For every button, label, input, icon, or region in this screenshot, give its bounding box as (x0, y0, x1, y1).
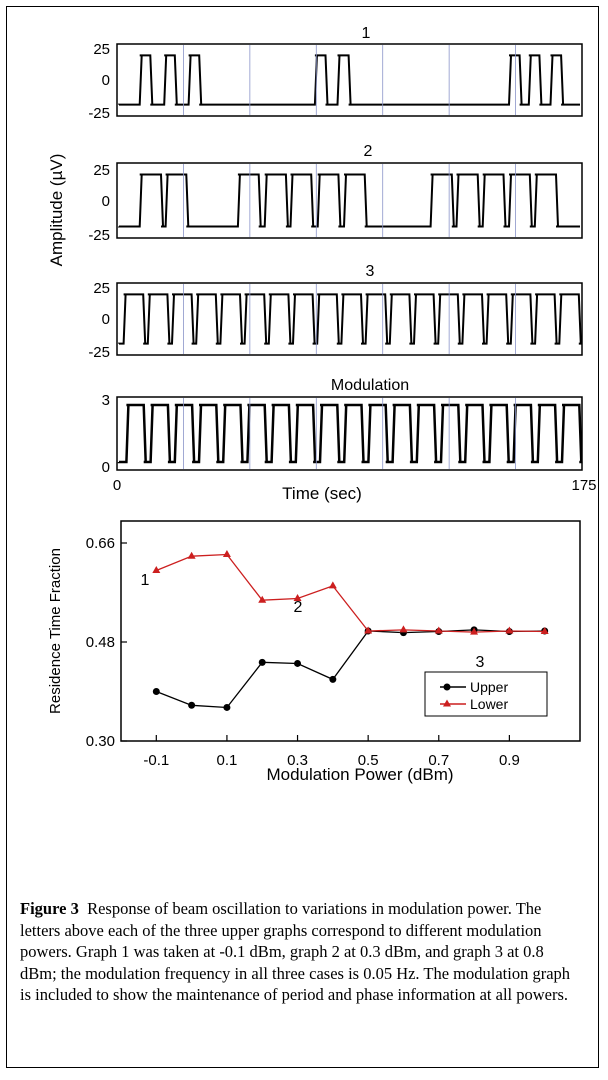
panel-3-ytick-mid: 0 (102, 311, 110, 328)
residence-xtick-label: 0.3 (287, 752, 308, 769)
panel-3: 3 25 0 -25 (88, 263, 583, 361)
series-lower-point (399, 625, 408, 633)
series-lower-point (364, 626, 373, 634)
panel-1-ytick-bottom: -25 (88, 105, 110, 122)
panel-1-frame (116, 43, 583, 117)
residence-ytick-label: 0.66 (86, 535, 115, 552)
residence-xtick-label: 0.9 (499, 752, 520, 769)
legend-box (424, 671, 548, 717)
panel-modulation-trace (117, 403, 583, 464)
panel-modulation-xtick-end: 175 (571, 477, 596, 494)
panel-modulation: Modulation 3 0 0 175 (102, 377, 597, 494)
residence-legend: Upper Lower (424, 671, 548, 717)
series-lower-point (293, 594, 302, 602)
panel-modulation-ytick-top: 3 (102, 392, 110, 409)
panel-1-ytick-mid: 0 (102, 72, 110, 89)
residence-xtick-label: -0.1 (143, 752, 169, 769)
series-upper-point (152, 688, 160, 695)
series-lower-point (434, 626, 443, 634)
series-lower-point (328, 581, 337, 589)
panel-3-ytick-top: 25 (93, 280, 110, 297)
residence-ytick-label: 0.30 (86, 733, 115, 750)
panel-2-frame (116, 162, 583, 239)
series-upper-line (156, 629, 545, 709)
legend-upper-marker (443, 683, 451, 691)
panel-1: 1 25 0 -25 (88, 25, 583, 122)
panel-modulation-frame (116, 396, 583, 471)
residence-annotation-3: 3 (476, 654, 485, 671)
panel-2-ytick-top: 25 (93, 162, 110, 179)
panel-2-trace (118, 173, 580, 228)
shared-xlabel: Time (sec) (282, 484, 362, 503)
residence-axes: -0.1 0.1 0.3 0.5 0.7 0.9 0.30 0.48 0.66 (86, 535, 520, 769)
panel-modulation-ytick-bottom: 0 (102, 459, 110, 476)
residence-annotation-2: 2 (294, 599, 303, 616)
panel-2-title: 2 (364, 143, 373, 160)
residence-xtick-label: 0.1 (216, 752, 237, 769)
panel-2: 2 25 0 -25 (88, 143, 583, 244)
series-upper-point (188, 701, 196, 709)
series-lower-point (540, 627, 549, 635)
caption-label: Figure 3 (20, 899, 79, 918)
panel-1-ytick-top: 25 (93, 41, 110, 58)
panel-3-ytick-bottom: -25 (88, 344, 110, 361)
figure-caption: Figure 3 Response of beam oscillation to… (20, 898, 580, 1006)
residence-chart: Residence Time Fraction Modulation Power… (47, 520, 581, 784)
series-lower-point (258, 595, 267, 603)
panel-2-ytick-mid: 0 (102, 193, 110, 210)
series-upper-point (329, 675, 337, 683)
series-lower-point (470, 627, 479, 635)
residence-ylabel: Residence Time Fraction (47, 548, 64, 714)
residence-chart-frame (120, 520, 581, 742)
legend-lower-label: Lower (470, 696, 508, 712)
series-upper-point (223, 703, 231, 711)
series-lower-point (505, 626, 514, 634)
series-lower-line (156, 553, 545, 633)
figure-frame (6, 6, 599, 1068)
residence-ytick-label: 0.48 (86, 634, 115, 651)
panel-modulation-xtick-start: 0 (113, 477, 121, 494)
legend-upper-label: Upper (470, 679, 508, 695)
panel-modulation-title: Modulation (331, 377, 409, 394)
shared-ylabel: Amplitude (µV) (47, 154, 66, 267)
series-lower-point (222, 550, 231, 558)
residence-annotation-1: 1 (141, 572, 150, 589)
residence-xtick-label: 0.5 (358, 752, 379, 769)
panel-3-trace (118, 293, 582, 345)
panel-3-title: 3 (366, 263, 375, 280)
panel-1-trace (118, 54, 580, 106)
panel-2-ytick-bottom: -25 (88, 227, 110, 244)
series-lower-point (152, 566, 161, 573)
panel-3-frame (116, 282, 583, 356)
series-upper-point (258, 658, 266, 666)
residence-xtick-label: 0.7 (428, 752, 449, 769)
series-lower-point (187, 551, 196, 559)
residence-xlabel: Modulation Power (dBm) (266, 765, 453, 784)
residence-series (152, 550, 549, 711)
figure-graphics: Amplitude (µV) 1 25 0 -25 2 25 0 -25 3 2… (47, 25, 597, 784)
panel-1-title: 1 (362, 25, 371, 42)
caption-text: Response of beam oscillation to variatio… (20, 899, 571, 1005)
series-upper-point (294, 659, 302, 667)
legend-lower-marker (443, 699, 451, 707)
